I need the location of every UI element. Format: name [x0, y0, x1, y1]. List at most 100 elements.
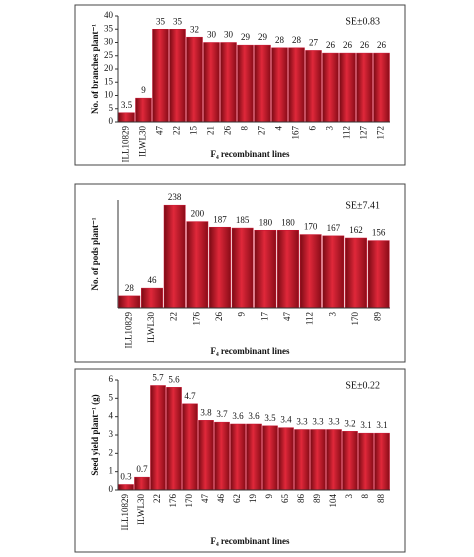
x-tick-label: 127	[359, 126, 369, 140]
x-tick-label: 8	[360, 494, 370, 499]
y-tick-label: 0	[109, 484, 114, 494]
value-label: 5.6	[168, 374, 180, 384]
bar	[203, 42, 220, 123]
bar	[342, 431, 358, 491]
x-tick-label: ILL10829	[121, 126, 131, 163]
bar	[169, 29, 186, 123]
bar	[209, 226, 231, 309]
x-tick-label: 104	[328, 494, 338, 508]
y-tick-label: 2	[109, 447, 114, 457]
bar	[277, 229, 299, 309]
x-axis-label: F₄ recombinant lines	[210, 346, 290, 356]
bar	[118, 484, 134, 491]
bar	[254, 44, 271, 123]
bar	[278, 427, 294, 491]
bar	[374, 432, 390, 491]
value-label: 3.5	[121, 100, 133, 110]
x-tick-label: 170	[184, 494, 194, 508]
bar	[134, 476, 150, 491]
value-label: 187	[213, 214, 227, 224]
bar	[322, 235, 345, 309]
bar	[230, 423, 246, 491]
value-label: 30	[207, 30, 217, 40]
value-label: 3.6	[232, 411, 244, 421]
value-label: 28	[275, 35, 285, 45]
bar	[152, 29, 169, 123]
value-label: 3.7	[216, 409, 228, 419]
x-tick-label: 88	[376, 494, 386, 504]
x-tick-label: 62	[232, 494, 242, 503]
value-label: 3.3	[312, 417, 324, 427]
x-tick-label: ILWL30	[138, 126, 148, 157]
y-tick-label: 0	[109, 116, 114, 126]
x-axis-label: F₄ recombinant lines	[210, 536, 290, 546]
x-tick-label: 26	[223, 126, 233, 136]
value-label: 180	[259, 217, 273, 227]
x-tick-label: 47	[200, 494, 210, 504]
value-label: 35	[156, 16, 166, 26]
y-tick-label: 15	[104, 76, 114, 86]
bar	[262, 425, 278, 491]
bar	[288, 47, 305, 123]
value-label: 156	[372, 228, 386, 238]
value-label: 180	[281, 217, 295, 227]
x-tick-label: 8	[240, 126, 250, 131]
value-label: 0.7	[136, 464, 148, 474]
bar	[356, 52, 373, 123]
bar	[231, 227, 254, 309]
bar	[373, 52, 390, 123]
x-tick-label: 17	[259, 312, 269, 322]
y-tick-label: 10	[104, 90, 114, 100]
value-label: 46	[148, 275, 158, 285]
value-label: 26	[326, 40, 336, 50]
value-label: 3.2	[344, 418, 355, 428]
x-tick-label: 21	[206, 126, 216, 135]
x-tick-label: 176	[168, 494, 178, 508]
y-tick-label: 1	[109, 466, 114, 476]
value-label: 3.6	[248, 411, 260, 421]
x-tick-label: 22	[172, 126, 182, 135]
x-tick-label: 27	[257, 126, 267, 136]
y-tick-label: 5	[109, 392, 114, 402]
y-tick-label: 3	[109, 429, 114, 439]
value-label: 3.3	[296, 417, 308, 427]
value-label: 30	[224, 30, 234, 40]
x-tick-label: 26	[214, 312, 224, 322]
value-label: 28	[292, 35, 302, 45]
value-label: 27	[309, 38, 319, 48]
x-tick-label: 89	[312, 494, 322, 504]
bar	[141, 287, 163, 309]
annotation: SE±0.22	[345, 380, 380, 391]
x-axis-label: F₄ recombinant lines	[210, 149, 290, 159]
bar	[305, 50, 322, 123]
value-label: 26	[360, 40, 370, 50]
x-tick-label: 22	[152, 494, 162, 503]
y-tick-label: 5	[109, 103, 114, 113]
bar	[271, 47, 288, 123]
x-tick-label: 47	[282, 312, 292, 322]
value-label: 5.7	[152, 373, 164, 383]
bar	[198, 420, 214, 491]
bar	[186, 221, 209, 309]
bar	[358, 432, 374, 491]
x-tick-label: ILWL30	[146, 312, 156, 343]
x-tick-label: 15	[189, 126, 199, 136]
x-tick-label: 167	[291, 126, 301, 140]
bar	[246, 423, 262, 491]
x-tick-label: 176	[191, 312, 201, 326]
bar	[237, 44, 254, 123]
value-label: 3.3	[328, 417, 340, 427]
bar	[254, 229, 277, 309]
x-tick-label: 6	[308, 126, 318, 131]
x-tick-label: 112	[305, 312, 315, 325]
value-label: 3.5	[264, 413, 276, 423]
value-label: 26	[343, 40, 353, 50]
bar	[310, 429, 326, 491]
x-tick-label: ILL10829	[120, 494, 130, 531]
value-label: 29	[258, 32, 268, 42]
y-axis-label: No. of branches plant⁻¹	[90, 24, 100, 114]
bar	[135, 97, 152, 123]
y-tick-label: 6	[109, 374, 114, 384]
x-tick-label: ILWL30	[136, 494, 146, 525]
